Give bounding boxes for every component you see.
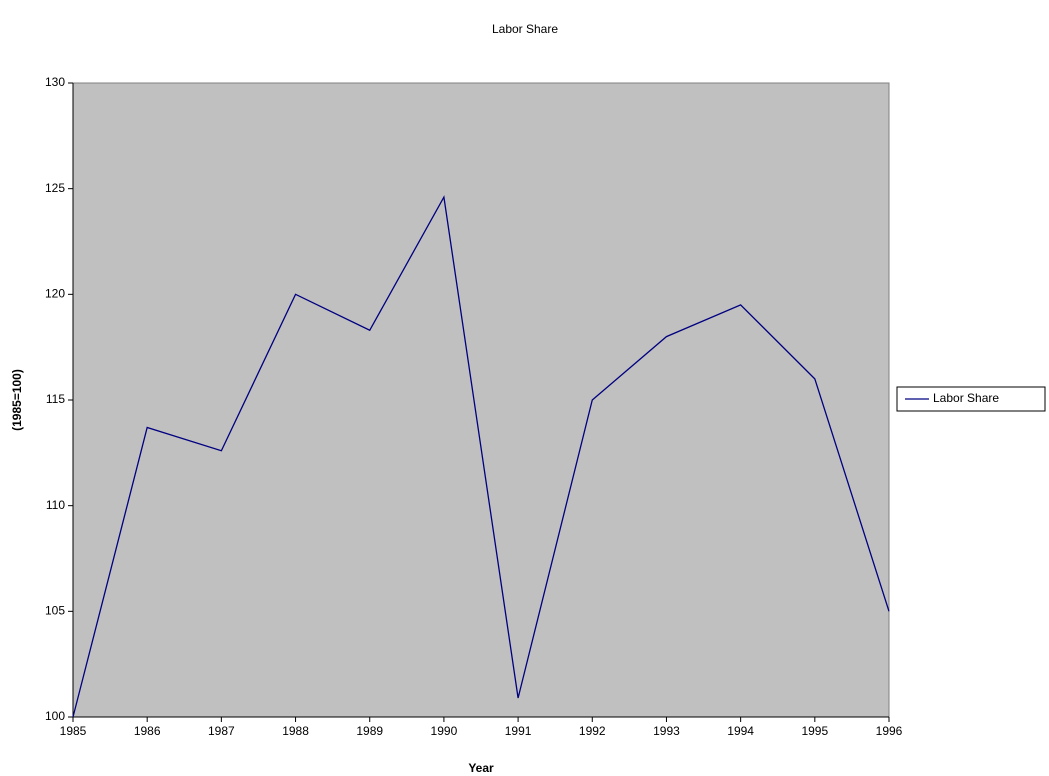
- y-tick-label: 115: [46, 392, 65, 406]
- x-tick-label: 1989: [356, 724, 383, 738]
- x-tick-label: 1985: [60, 724, 87, 738]
- x-tick-label: 1986: [134, 724, 161, 738]
- y-tick-label: 105: [45, 604, 65, 618]
- x-tick-label: 1991: [505, 724, 532, 738]
- x-axis-label: Year: [468, 761, 494, 775]
- data-line: [72, 195, 890, 718]
- plot-area: [72, 82, 890, 718]
- x-tick-label: 1987: [208, 724, 235, 738]
- x-tick-label: 1990: [431, 724, 458, 738]
- x-tick-label: 1996: [876, 724, 903, 738]
- x-tick-label: 1992: [579, 724, 606, 738]
- y-axis-label: (1985=100): [10, 369, 24, 431]
- legend-label: Labor Share: [933, 391, 999, 405]
- y-tick-label: 110: [46, 498, 65, 512]
- y-tick-label: 120: [45, 287, 65, 301]
- chart-title: Labor Share: [492, 22, 558, 36]
- x-tick-label: 1994: [727, 724, 754, 738]
- y-tick-label: 130: [45, 75, 65, 89]
- x-tick-label: 1993: [653, 724, 680, 738]
- y-tick-label: 125: [45, 181, 65, 195]
- y-tick-label: 100: [45, 709, 65, 723]
- x-tick-label: 1988: [282, 724, 309, 738]
- x-tick-label: 1995: [801, 724, 828, 738]
